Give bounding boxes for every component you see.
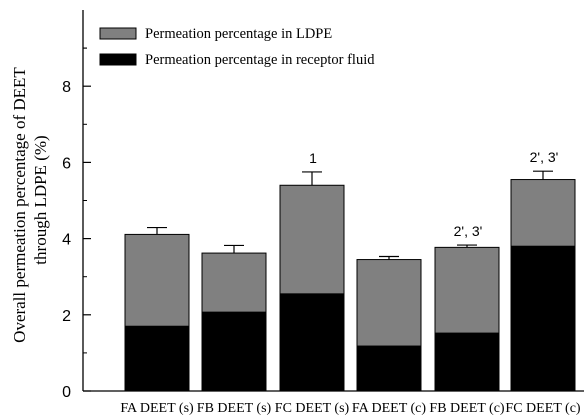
legend-label: Permeation percentage in receptor fluid: [145, 52, 375, 68]
bar-segment-ldpe: [356, 259, 422, 347]
y-tick-label: 0: [62, 384, 71, 401]
y-tick-label: 6: [62, 155, 71, 172]
bar-segment-ldpe: [124, 233, 190, 327]
x-category-label: FA DEET (s): [120, 401, 194, 416]
y-axis-label-line-1: Overall permeation percentage of DEET: [10, 67, 29, 343]
bars: FA DEET (s) FB DEET (s) 1 FC DEET (s) FA DEE…: [120, 149, 581, 416]
legend: Permeation percentage in LDPE Permeation …: [99, 26, 375, 68]
bar-segment-ldpe: [434, 246, 500, 334]
bar-segment-receptor-fluid: [356, 345, 422, 392]
y-tick-label: 2: [62, 308, 71, 325]
bar-segment-ldpe: [201, 252, 267, 313]
significance-annotation: 1: [309, 150, 317, 166]
x-category-label: FB DEET (c): [429, 401, 505, 416]
legend-swatch: [99, 27, 137, 40]
significance-annotation: 2', 3': [454, 223, 483, 239]
bar-segment-receptor-fluid: [201, 311, 267, 392]
significance-annotation: 2', 3': [530, 149, 559, 165]
x-category-label: FA DEET (c): [352, 401, 426, 416]
y-tick-label: 8: [62, 79, 71, 96]
bar-segment-ldpe: [279, 184, 345, 295]
y-tick-label: 4: [62, 232, 71, 249]
x-category-label: FB DEET (s): [197, 401, 272, 416]
x-category-label: FC DEET (c): [505, 401, 581, 416]
legend-swatch: [99, 53, 137, 66]
y-axis-label-line-2: through LDPE (%): [31, 135, 50, 264]
bar-segment-receptor-fluid: [124, 325, 190, 392]
bar-segment-receptor-fluid: [434, 332, 500, 392]
bar-segment-receptor-fluid: [510, 245, 576, 392]
bar-segment-ldpe: [510, 179, 576, 247]
bar-segment-receptor-fluid: [279, 293, 345, 392]
legend-label: Permeation percentage in LDPE: [145, 26, 332, 42]
x-category-label: FC DEET (s): [275, 401, 350, 416]
